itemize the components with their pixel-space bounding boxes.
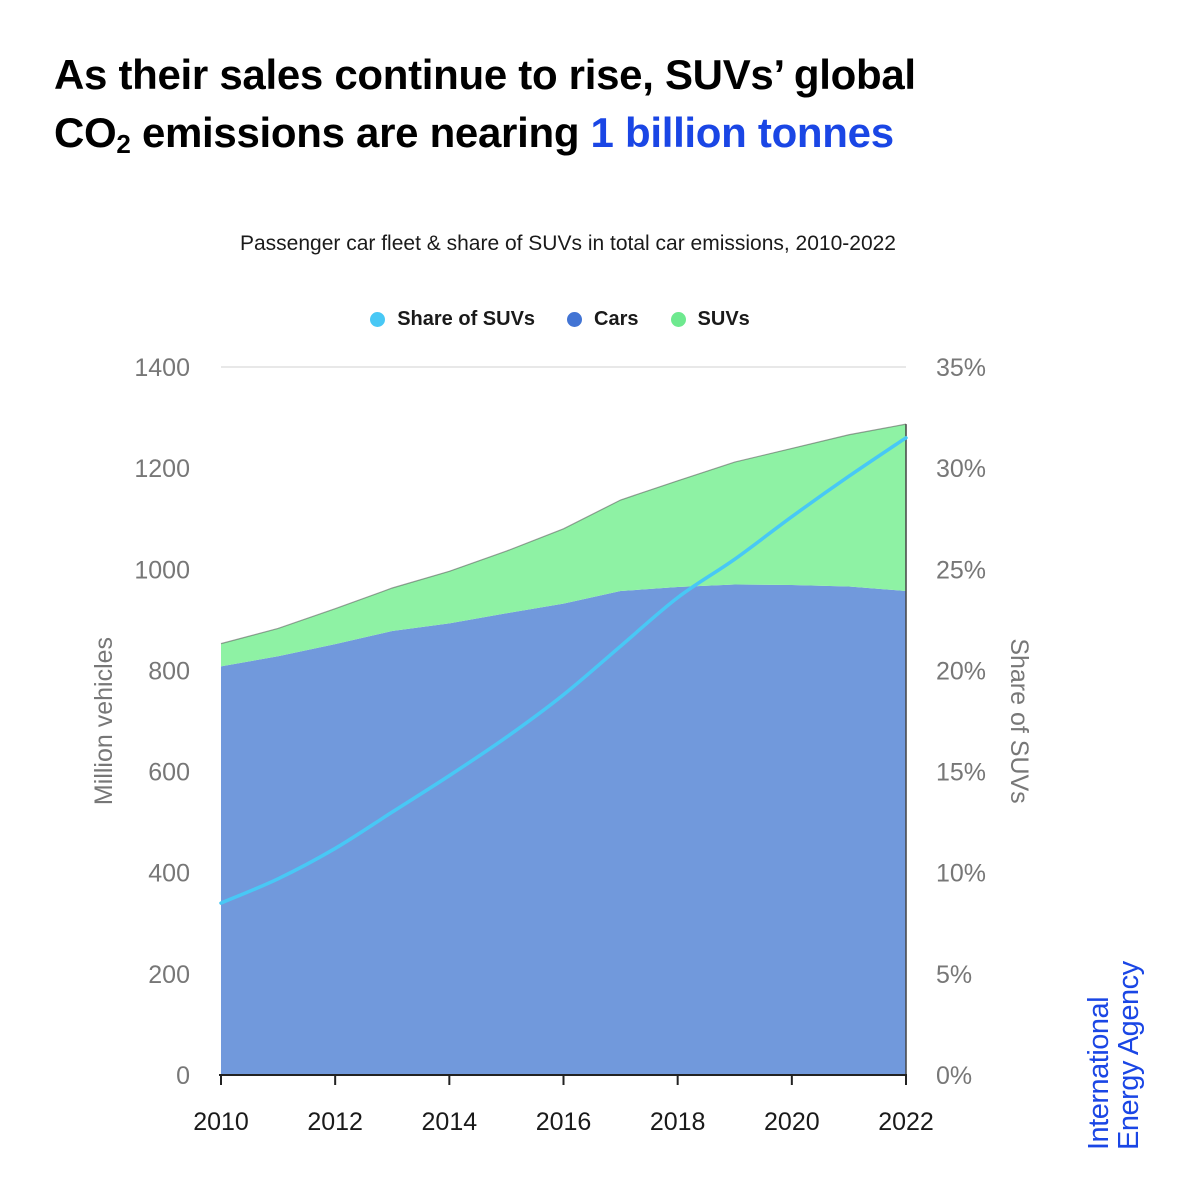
headline-highlight: 1 billion tonnes	[590, 109, 895, 156]
y-right-tick-label-10: 10%	[936, 860, 986, 888]
headline-co2-subscript: 2	[116, 129, 131, 159]
y-right-tick-label-5: 5%	[936, 961, 972, 989]
line-layer	[219, 436, 908, 905]
y-right-tick-label-35: 35%	[936, 354, 986, 382]
headline-co2-prefix: CO	[54, 109, 117, 156]
legend-swatch-share-of-suvs	[370, 312, 386, 327]
y-right-tick-label-25: 25%	[936, 556, 986, 584]
legend-swatch-suvs	[670, 312, 686, 327]
iea-logo-line-1: International	[1083, 996, 1115, 1150]
x-tick-label-2014: 2014	[422, 1108, 478, 1136]
y-left-tick-label-200: 200	[148, 961, 190, 989]
chart-subtitle: Passenger car fleet & share of SUVs in t…	[239, 232, 896, 255]
line-share-of-suvs	[219, 436, 908, 905]
y-right-tick-label-20: 20%	[936, 657, 986, 685]
x-tick-label-2022: 2022	[878, 1108, 934, 1136]
y-right-tick-label-30: 30%	[936, 455, 986, 483]
x-tick-label-2020: 2020	[764, 1108, 820, 1136]
area-top-outline	[220, 423, 907, 645]
legend-item-share-of-suvs: Share of SUVs	[370, 308, 535, 331]
legend-label-suvs: SUVs	[697, 308, 750, 330]
legend-item-cars: Cars	[567, 308, 639, 331]
y-right-tick-label-0: 0%	[936, 1062, 972, 1090]
y-left-tick-label-1400: 1400	[134, 354, 190, 382]
label-layer: 2010 2012 2014 2016 2018 2020 2022 0 200 400 600 80…	[90, 354, 1033, 1136]
axes-layer	[219, 366, 907, 1085]
x-tick-label-2010: 2010	[193, 1108, 249, 1136]
area-suvs	[221, 424, 906, 667]
x-tick-label-2012: 2012	[307, 1108, 363, 1136]
x-tick-label-2016: 2016	[536, 1108, 592, 1136]
legend-label-share-of-suvs: Share of SUVs	[397, 308, 536, 330]
chart-legend: Share of SUVs Cars SUVs	[0, 308, 1120, 331]
y-left-tick-label-400: 400	[148, 860, 190, 888]
y-left-tick-label-0: 0	[176, 1062, 190, 1090]
area-cars	[221, 584, 906, 1075]
y-left-tick-label-600: 600	[148, 759, 190, 787]
headline-line-1: As their sales continue to rise, SUVs’ g…	[54, 51, 916, 98]
area-layer	[220, 423, 907, 1075]
x-tick-label-2018: 2018	[650, 1108, 706, 1136]
y-right-tick-label-15: 15%	[936, 759, 986, 787]
legend-label-cars: Cars	[594, 308, 639, 330]
iea-logo-line-2: Energy Agency	[1113, 961, 1145, 1150]
headline: As their sales continue to rise, SUVs’ g…	[54, 46, 1154, 162]
iea-logo: International Energy Agency	[1083, 910, 1145, 1150]
y-left-tick-label-1000: 1000	[134, 556, 190, 584]
y-left-axis-title: Million vehicles	[90, 637, 118, 805]
legend-swatch-cars	[567, 312, 583, 327]
y-right-axis-title: Share of SUVs	[1005, 638, 1033, 803]
legend-item-suvs: SUVs	[670, 308, 750, 331]
headline-line-2-mid: emissions are nearing	[130, 109, 591, 156]
y-left-tick-label-1200: 1200	[134, 455, 190, 483]
y-left-tick-label-800: 800	[148, 657, 190, 685]
